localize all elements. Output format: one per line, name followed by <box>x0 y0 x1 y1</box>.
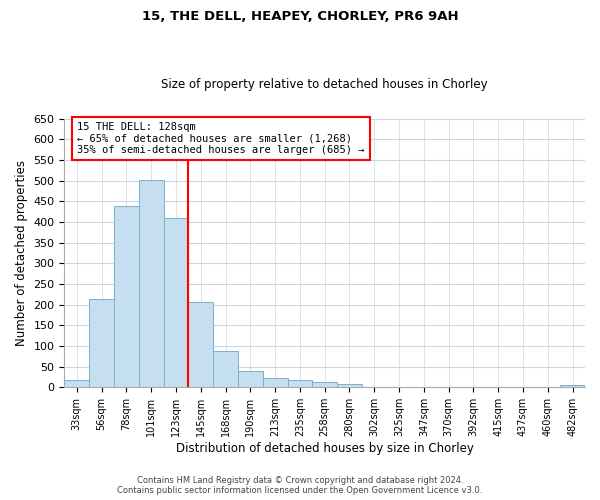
X-axis label: Distribution of detached houses by size in Chorley: Distribution of detached houses by size … <box>176 442 473 455</box>
Bar <box>114 206 139 388</box>
Y-axis label: Number of detached properties: Number of detached properties <box>15 160 28 346</box>
Bar <box>263 378 287 388</box>
Title: Size of property relative to detached houses in Chorley: Size of property relative to detached ho… <box>161 78 488 91</box>
Bar <box>89 300 114 388</box>
Bar <box>188 302 213 388</box>
Text: 15, THE DELL, HEAPEY, CHORLEY, PR6 9AH: 15, THE DELL, HEAPEY, CHORLEY, PR6 9AH <box>142 10 458 23</box>
Bar <box>337 384 362 388</box>
Bar <box>164 218 188 388</box>
Text: Contains HM Land Registry data © Crown copyright and database right 2024.
Contai: Contains HM Land Registry data © Crown c… <box>118 476 482 495</box>
Bar <box>238 371 263 388</box>
Bar <box>287 380 313 388</box>
Bar <box>64 380 89 388</box>
Text: 15 THE DELL: 128sqm
← 65% of detached houses are smaller (1,268)
35% of semi-det: 15 THE DELL: 128sqm ← 65% of detached ho… <box>77 122 364 155</box>
Bar <box>213 351 238 388</box>
Bar <box>560 386 585 388</box>
Bar <box>313 382 337 388</box>
Bar <box>139 180 164 388</box>
